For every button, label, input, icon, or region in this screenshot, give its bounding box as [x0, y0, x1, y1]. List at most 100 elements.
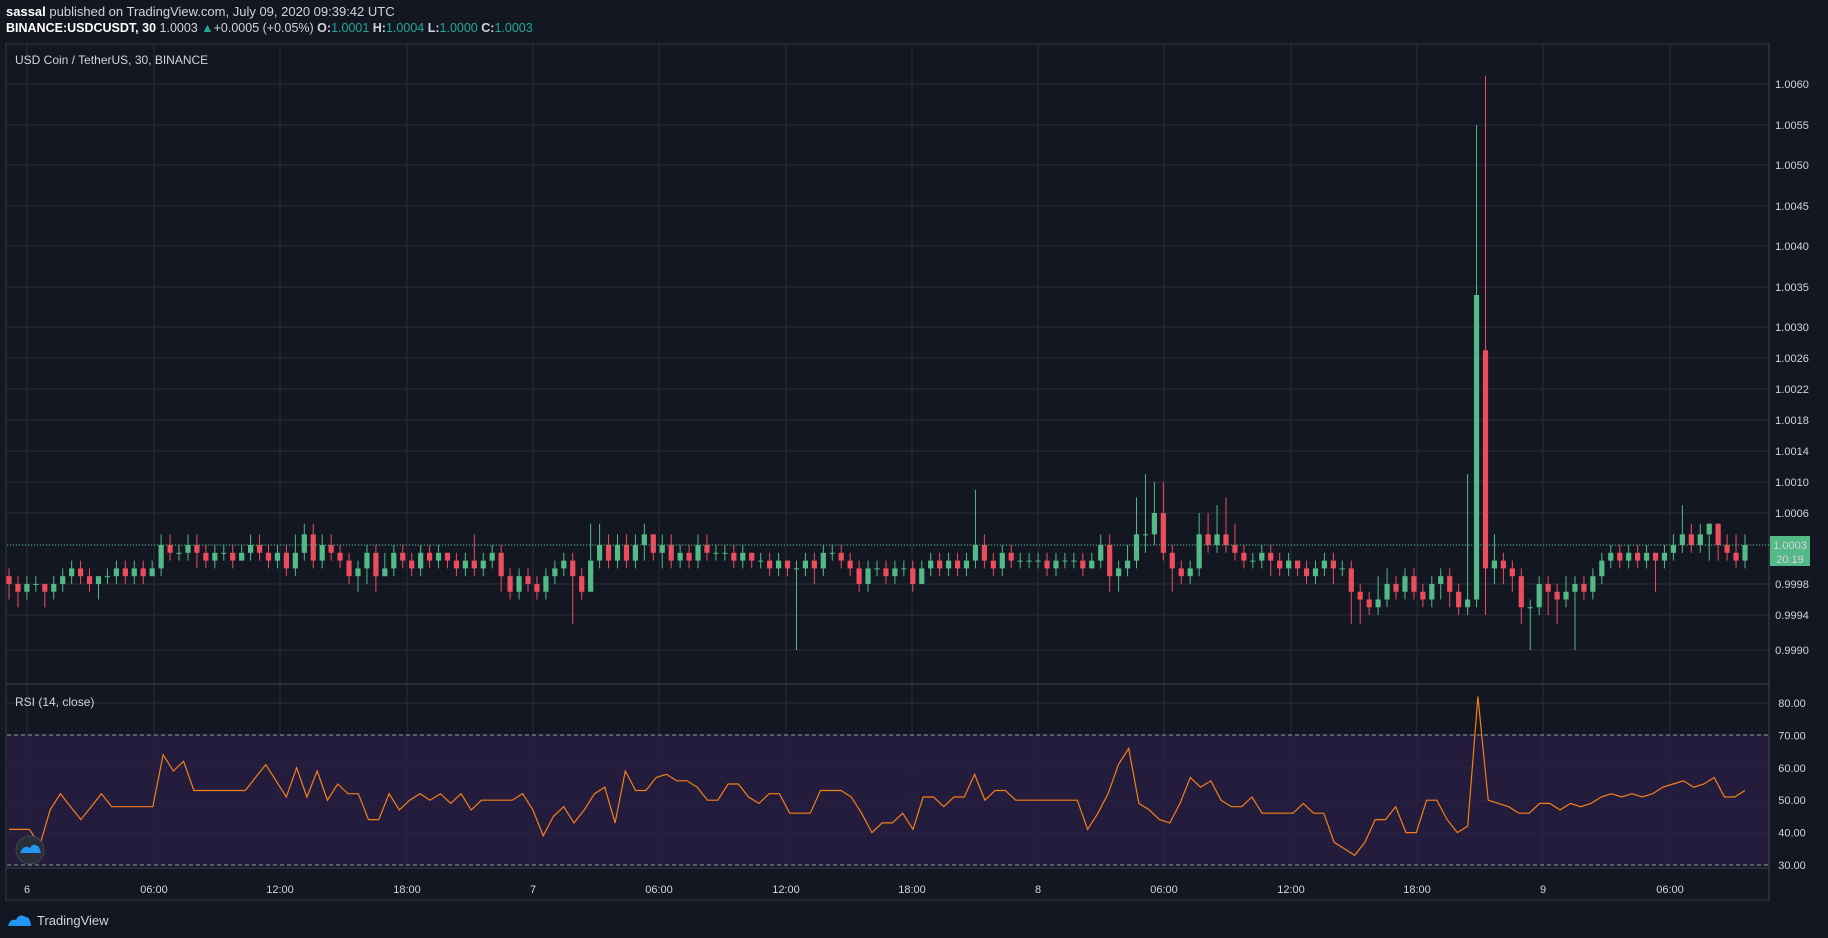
time-tick-label: 7	[530, 884, 536, 896]
candle	[856, 560, 862, 592]
last-price: 1.0003	[159, 21, 198, 35]
candle	[373, 545, 379, 592]
last-price-tag-label: 1.0003	[1773, 540, 1807, 552]
candle	[614, 534, 621, 569]
candle	[963, 552, 970, 577]
candle	[69, 560, 75, 584]
candle	[838, 545, 844, 569]
candle	[1554, 584, 1560, 624]
rsi-band-fill	[7, 735, 1769, 865]
candle	[1626, 545, 1632, 569]
price-tick-label: 0.9994	[1775, 610, 1809, 622]
author-name: sassal	[6, 4, 46, 19]
candle	[1348, 560, 1354, 624]
time-tick-label: 9	[1540, 884, 1546, 896]
candle	[1286, 552, 1292, 577]
candle	[1169, 545, 1175, 592]
footer-brand: TradingView	[6, 910, 109, 930]
candle	[641, 523, 647, 561]
candle	[1312, 560, 1319, 584]
candle	[1205, 513, 1211, 553]
candle	[713, 545, 719, 561]
candle	[829, 545, 835, 561]
candle	[1742, 534, 1748, 569]
candle	[471, 534, 477, 577]
logo-badge[interactable]	[15, 835, 45, 865]
candle	[999, 545, 1005, 577]
candle	[1026, 552, 1032, 569]
candle	[1491, 534, 1498, 584]
candle	[945, 552, 952, 577]
candle	[176, 545, 182, 561]
candle	[1089, 552, 1095, 569]
candle	[489, 545, 495, 569]
candle	[1661, 545, 1668, 569]
candle	[426, 545, 433, 569]
candle	[1142, 474, 1149, 553]
candle	[230, 545, 236, 569]
candle	[480, 552, 486, 577]
candle	[1259, 545, 1265, 569]
symbol-legend: BINANCE:USDCUSDT, 30 1.0003 ▲+0.0005 (+0…	[6, 21, 533, 35]
candle	[1107, 534, 1113, 592]
candle	[292, 534, 298, 577]
candle	[847, 552, 853, 577]
price-tick-label: 0.9990	[1775, 645, 1809, 657]
candle	[686, 545, 692, 569]
high-label: H:	[372, 21, 386, 35]
candle	[1241, 545, 1247, 569]
price-axis[interactable]: 1.0060 1.0055 1.0050 1.0045 1.0040 1.0035 1.00…	[1775, 79, 1809, 657]
candle	[1438, 568, 1444, 600]
candle	[954, 552, 961, 577]
candle	[1706, 523, 1712, 561]
candle	[552, 560, 558, 584]
candle	[516, 568, 522, 600]
price-tick-label: 0.9998	[1775, 579, 1809, 591]
price-tick-label: 1.0026	[1775, 353, 1809, 365]
candle	[632, 534, 638, 569]
candle	[1330, 552, 1336, 584]
candle	[1160, 482, 1166, 561]
candle	[570, 552, 576, 624]
candle	[507, 568, 513, 600]
candle	[346, 552, 352, 584]
candle	[1464, 474, 1471, 615]
candle	[534, 576, 540, 600]
candle	[310, 523, 316, 569]
candle	[1536, 576, 1542, 615]
candle	[784, 560, 791, 577]
candle	[543, 568, 549, 600]
candle	[731, 545, 737, 569]
candle	[382, 552, 388, 577]
time-tick-label: 12:00	[1277, 884, 1305, 896]
rsi-axis[interactable]: 80.00 70.00 60.00 50.00 40.00 30.00	[1778, 698, 1806, 872]
candle	[1151, 482, 1158, 545]
candle	[364, 545, 370, 584]
price-tick-label: 1.0060	[1775, 79, 1809, 91]
candle	[355, 560, 361, 592]
candle	[140, 560, 146, 584]
price-change: +0.0005 (+0.05%)	[213, 21, 314, 35]
rsi-tick-label: 60.00	[1778, 763, 1806, 775]
candle	[1509, 560, 1515, 592]
candle	[418, 545, 424, 577]
candle	[158, 534, 164, 577]
candle	[981, 534, 987, 569]
candle	[1080, 552, 1086, 577]
chart-canvas[interactable]: 1.0060 1.0055 1.0050 1.0045 1.0040 1.0035 1.00…	[0, 0, 1828, 910]
time-tick-label: 06:00	[1656, 884, 1684, 896]
candle	[937, 552, 943, 577]
candle	[972, 489, 979, 569]
time-axis[interactable]: 6 06:00 12:00 18:00 7 06:00 12:00 18:00 8 06:00 12…	[24, 884, 1684, 896]
time-tick-label: 8	[1035, 884, 1041, 896]
candle	[1116, 560, 1122, 592]
candle	[274, 545, 281, 569]
candle	[221, 545, 227, 561]
candle	[1053, 552, 1059, 577]
candle	[400, 545, 406, 569]
candle	[579, 568, 585, 600]
candle	[203, 545, 209, 569]
price-tick-label: 1.0006	[1775, 508, 1809, 520]
open-value: 1.0001	[331, 21, 370, 35]
price-tick-label: 1.0018	[1775, 415, 1809, 427]
